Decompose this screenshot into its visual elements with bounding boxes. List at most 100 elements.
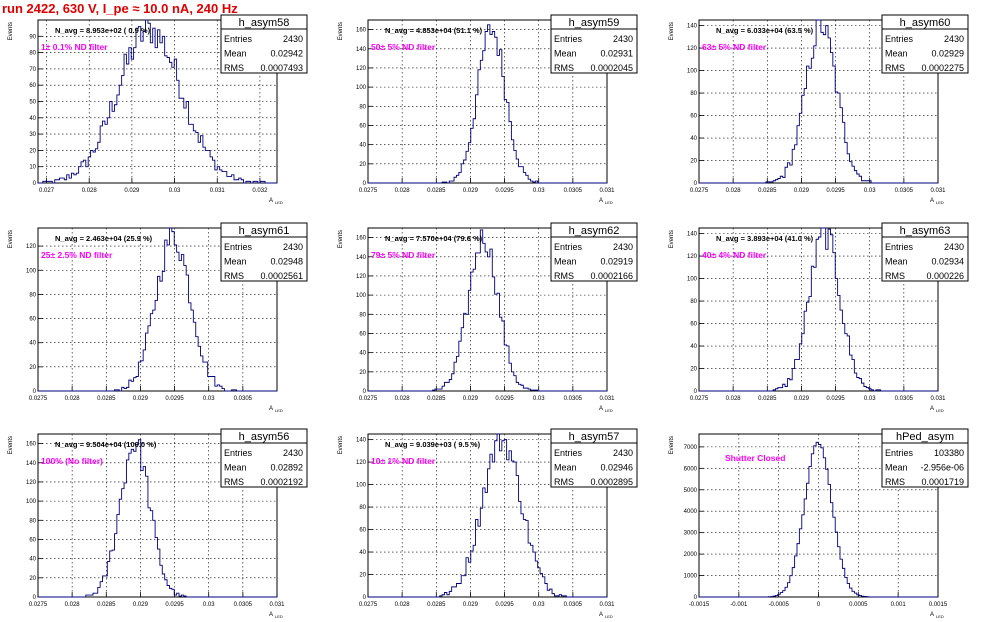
x-tick-label: 0.0275 — [359, 396, 378, 402]
stats-label-mean: Mean — [885, 463, 908, 473]
stats-box — [881, 222, 969, 282]
y-tick-label: 140 — [356, 438, 367, 444]
x-tick-label: 0.031 — [930, 188, 946, 194]
y-axis-label: Events — [669, 22, 675, 40]
y-axis-label: Events — [338, 22, 344, 40]
stats-value-mean: 0.02934 — [931, 257, 964, 267]
y-tick-label: 80 — [359, 312, 366, 318]
y-tick-label: 60 — [359, 528, 366, 534]
x-tick-label: -0.0015 — [689, 602, 710, 608]
y-tick-label: 140 — [26, 461, 37, 467]
y-tick-label: 6000 — [684, 466, 698, 472]
y-tick-label: 0 — [694, 389, 698, 395]
y-tick-label: 5000 — [684, 488, 698, 494]
y-tick-label: 100 — [687, 277, 698, 283]
x-tick-label: 0.03 — [533, 188, 545, 194]
y-tick-label: 0 — [363, 181, 367, 187]
n-avg-label: N_avg = 8.953e+02 ( 0.9 %) — [55, 26, 151, 35]
y-tick-label: 100 — [26, 499, 37, 505]
histogram-title: h_asym60 — [900, 17, 951, 29]
stats-label-mean: Mean — [885, 49, 908, 59]
stats-value-entries: 2430 — [283, 242, 303, 252]
plot-frame — [367, 19, 608, 184]
stats-value-rms: 0.0007493 — [260, 63, 303, 73]
x-tick-label: 0.0305 — [895, 188, 914, 194]
x-axis-label: A — [599, 198, 603, 204]
stats-label-entries: Entries — [554, 34, 583, 44]
x-tick-label: 0.0015 — [929, 602, 948, 608]
y-tick-label: 50 — [29, 100, 36, 106]
y-tick-label: 40 — [690, 136, 697, 142]
y-axis-label: Events — [669, 230, 675, 248]
x-tick-label: 0.0275 — [690, 188, 709, 194]
y-tick-label: 100 — [356, 293, 367, 299]
y-tick-label: 80 — [29, 518, 36, 524]
y-tick-label: 80 — [690, 299, 697, 305]
y-axis-label: Events — [338, 230, 344, 248]
x-tick-label: 0.0285 — [427, 602, 446, 608]
x-tick-label: 0.0275 — [359, 188, 378, 194]
x-tick-label: 0.0285 — [758, 188, 777, 194]
x-tick-label: 0.032 — [252, 188, 268, 194]
run-title: run 2422, 630 V, I_pe ≈ 10.0 nA, 240 Hz — [2, 1, 238, 16]
y-tick-label: 30 — [29, 132, 36, 138]
stats-box — [220, 428, 308, 488]
filter-note: Shutter Closed — [725, 453, 785, 463]
y-tick-label: 120 — [687, 254, 698, 260]
x-tick-label: 0.0275 — [29, 396, 48, 402]
stats-label-rms: RMS — [224, 63, 244, 73]
n-avg-label: N_avg = 3.893e+04 (41.0 %) — [716, 234, 814, 243]
stats-value-rms: 0.0002895 — [590, 477, 633, 487]
y-tick-label: 0 — [33, 389, 37, 395]
histogram-title: h_asym61 — [239, 225, 290, 237]
histogram-panel-h_asym56: 0.0275 0.028 0.0285 0.029 0.0295 0.03 0.0305 0.… — [8, 428, 308, 619]
y-tick-label: 0 — [33, 181, 37, 187]
stats-value-entries: 2430 — [283, 34, 303, 44]
stats-label-rms: RMS — [885, 271, 905, 281]
histogram-line — [368, 24, 607, 184]
y-tick-label: 60 — [359, 331, 366, 337]
histogram-line — [699, 227, 938, 392]
x-axis-label-subscript: LED — [605, 408, 613, 413]
stats-box — [881, 428, 969, 488]
y-tick-label: 140 — [356, 47, 367, 53]
x-tick-label: 0.028 — [395, 188, 411, 194]
x-tick-label: 0.031 — [210, 188, 226, 194]
stats-box — [550, 14, 638, 74]
x-tick-label: 0.028 — [726, 396, 742, 402]
stats-value-mean: 0.02929 — [931, 49, 964, 59]
filter-note: 100% (No filter) — [41, 456, 103, 466]
stats-label-rms: RMS — [554, 271, 574, 281]
stats-label-entries: Entries — [885, 34, 914, 44]
y-tick-label: 60 — [29, 537, 36, 543]
stats-label-mean: Mean — [554, 463, 577, 473]
y-tick-label: 3000 — [684, 531, 698, 537]
histogram-line — [38, 439, 277, 598]
stats-label-entries: Entries — [224, 448, 253, 458]
x-tick-label: 0 — [817, 602, 821, 608]
y-tick-label: 20 — [690, 159, 697, 165]
stats-value-mean: -2.956e-06 — [920, 463, 964, 473]
stats-label-mean: Mean — [554, 257, 577, 267]
y-tick-label: 80 — [359, 505, 366, 511]
histogram-panel-h_asym61: 0.0275 0.028 0.0285 0.029 0.0295 0.03 0.0305 0 2… — [8, 222, 308, 413]
stats-label-mean: Mean — [224, 463, 247, 473]
y-tick-label: 60 — [690, 114, 697, 120]
stats-value-rms: 0.0002166 — [590, 271, 633, 281]
histogram-title: h_asym59 — [569, 17, 620, 29]
y-tick-label: 0 — [33, 595, 37, 601]
y-tick-label: 140 — [687, 24, 698, 30]
x-axis-label: A — [269, 406, 273, 412]
y-tick-label: 0 — [363, 595, 367, 601]
x-tick-label: 0.028 — [395, 396, 411, 402]
y-axis-label: Events — [338, 436, 344, 454]
y-tick-label: 0 — [363, 389, 367, 395]
x-tick-label: 0.028 — [65, 602, 81, 608]
y-tick-label: 40 — [29, 557, 36, 563]
y-tick-label: 40 — [359, 143, 366, 149]
n-avg-label: N_avg = 6.033e+04 (63.5 %) — [716, 26, 814, 35]
plot-frame — [37, 433, 278, 598]
histogram-panel-h_asym60: 0.0275 0.028 0.0285 0.029 0.0295 0.03 0.0305 0.… — [669, 14, 969, 205]
x-tick-label: 0.0305 — [564, 602, 583, 608]
stats-label-entries: Entries — [224, 34, 253, 44]
